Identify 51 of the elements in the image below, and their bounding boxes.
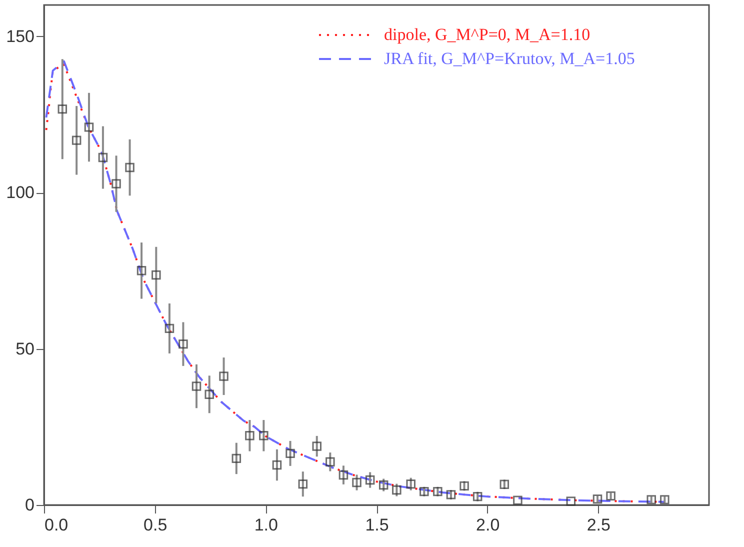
legend-label: dipole, G_M^P=0, M_A=1.10 bbox=[384, 25, 590, 44]
y-tick-label: 150 bbox=[6, 26, 34, 46]
point bbox=[286, 448, 295, 458]
point bbox=[392, 485, 402, 495]
point bbox=[204, 390, 214, 399]
point bbox=[472, 492, 482, 502]
x-tick-label: 1.0 bbox=[254, 516, 278, 534]
y-tick-label: 0 bbox=[25, 496, 34, 514]
legend-label: JRA fit, G_M^P=Krutov, M_A=1.05 bbox=[384, 49, 635, 68]
point bbox=[219, 372, 228, 381]
x-tick-label: 0.0 bbox=[44, 516, 68, 534]
point bbox=[446, 490, 456, 500]
point bbox=[72, 136, 82, 145]
point bbox=[58, 104, 68, 114]
point bbox=[513, 496, 522, 505]
point bbox=[136, 266, 146, 276]
point bbox=[592, 494, 602, 504]
point bbox=[606, 491, 616, 501]
point bbox=[125, 162, 134, 172]
point bbox=[152, 270, 161, 280]
point bbox=[192, 382, 202, 391]
point bbox=[312, 442, 322, 451]
point bbox=[84, 122, 94, 132]
point bbox=[646, 495, 656, 504]
point bbox=[326, 457, 335, 466]
point bbox=[164, 324, 174, 334]
point bbox=[406, 479, 416, 489]
y-tick-label: 50 bbox=[16, 339, 34, 358]
point bbox=[566, 496, 576, 506]
point bbox=[98, 152, 108, 162]
point bbox=[178, 339, 188, 349]
point bbox=[378, 480, 388, 490]
point bbox=[352, 478, 362, 488]
x-tick-label: 0.5 bbox=[144, 516, 168, 534]
point bbox=[338, 470, 348, 480]
point bbox=[298, 479, 308, 489]
y-tick-label: 100 bbox=[6, 183, 34, 202]
x-tick-label: 2.5 bbox=[586, 516, 610, 534]
point bbox=[420, 486, 429, 496]
point bbox=[460, 481, 469, 491]
point bbox=[500, 480, 510, 489]
point bbox=[272, 460, 282, 470]
point bbox=[433, 486, 442, 496]
x-tick-label: 1.5 bbox=[365, 516, 389, 534]
point bbox=[232, 454, 242, 464]
point bbox=[660, 495, 670, 504]
point bbox=[259, 431, 268, 440]
point bbox=[112, 179, 121, 188]
x-tick-label: 2.0 bbox=[476, 516, 500, 534]
point bbox=[365, 475, 375, 485]
point bbox=[245, 431, 254, 440]
